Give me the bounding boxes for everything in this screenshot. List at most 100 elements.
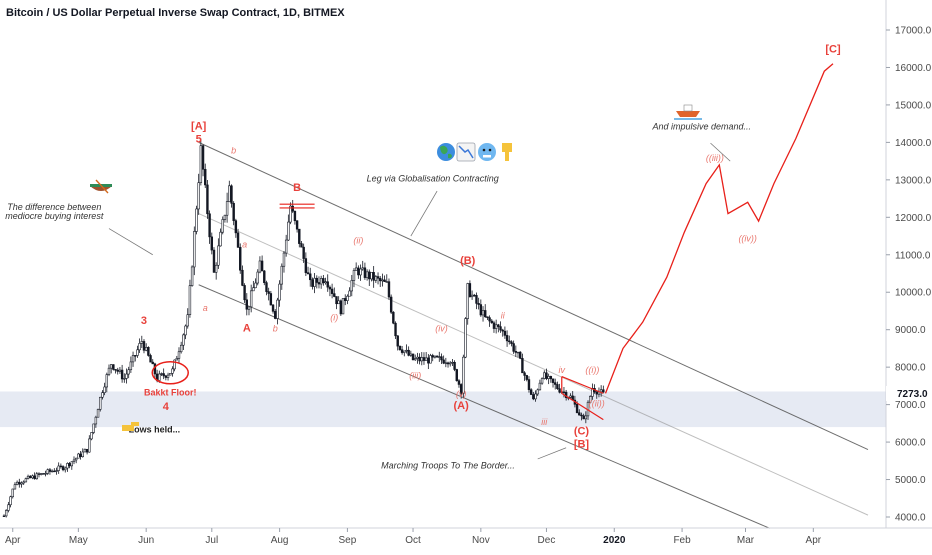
price-tick-label: 15000.0	[895, 100, 932, 111]
candle	[374, 274, 378, 283]
time-axis[interactable]: Apr May Jun Jul Aug Sep Oct Nov Dec 2020 Feb Mar Apr	[5, 528, 822, 546]
note-text: Marching Troops To The Border...	[381, 460, 515, 470]
candle	[333, 287, 336, 298]
candle	[149, 353, 152, 363]
price-axis[interactable]: 17000.0 16000.0 15000.0 14000.0 13000.0 12000…	[886, 26, 932, 524]
candle	[462, 354, 465, 398]
candle	[144, 343, 148, 352]
candle	[389, 294, 393, 314]
candle	[309, 267, 312, 287]
candle	[274, 309, 277, 320]
time-tick-label: Sep	[339, 535, 357, 546]
wave-label: 5	[196, 133, 202, 145]
candle	[551, 378, 555, 388]
candle	[569, 393, 572, 399]
candle	[558, 383, 561, 394]
candle	[512, 340, 515, 354]
candle	[405, 344, 408, 354]
candle	[514, 345, 518, 357]
candle	[109, 364, 113, 374]
candle	[188, 279, 192, 318]
candle	[101, 390, 104, 400]
candle	[357, 265, 360, 279]
candle	[125, 368, 128, 384]
candle	[433, 355, 437, 359]
candle	[582, 413, 585, 420]
candle	[31, 474, 34, 480]
candle	[295, 220, 299, 233]
candle	[484, 304, 487, 318]
candle	[494, 319, 498, 334]
candle	[96, 408, 100, 418]
candle	[540, 377, 544, 385]
candle	[208, 210, 211, 244]
candle	[427, 354, 430, 370]
candle	[70, 461, 74, 470]
candle	[92, 423, 95, 435]
wave-label: 3	[141, 315, 147, 327]
candle	[319, 275, 323, 289]
candle	[74, 457, 78, 464]
wave-label: B	[293, 182, 301, 194]
candle	[241, 265, 244, 287]
candle	[396, 335, 399, 351]
candle-series	[2, 138, 605, 518]
candle	[81, 448, 84, 458]
candle	[169, 373, 172, 376]
price-tick-label: 14000.0	[895, 138, 932, 149]
candle	[107, 364, 111, 377]
speedboat-icon	[674, 104, 702, 120]
candle	[317, 276, 321, 289]
candle	[416, 352, 419, 364]
candle	[223, 214, 227, 223]
candle	[136, 345, 139, 358]
candle	[459, 383, 463, 399]
wave-label: [C]	[825, 43, 841, 55]
candle	[387, 278, 391, 300]
candle	[72, 456, 76, 465]
candle	[350, 274, 353, 297]
candle	[602, 385, 605, 394]
candle	[197, 173, 200, 215]
price-tick-label: 9000.0	[895, 325, 926, 336]
candle	[400, 346, 404, 355]
candle	[523, 371, 526, 381]
bakkt-floor-circle	[151, 361, 189, 385]
wave-label: iv	[559, 365, 566, 375]
candle	[177, 347, 181, 364]
price-tick-label: 16000.0	[895, 63, 932, 74]
candle	[206, 179, 209, 219]
time-tick-label: Nov	[472, 535, 490, 546]
candle	[490, 319, 493, 324]
price-tick-label: 11000.0	[895, 250, 931, 261]
candle	[440, 353, 443, 364]
wave-label: b	[231, 146, 236, 156]
candle	[287, 214, 290, 241]
candle	[53, 468, 56, 473]
candle	[354, 262, 358, 271]
candle	[473, 293, 476, 297]
wave-label: A	[243, 323, 251, 335]
wave-label: ((ii))	[589, 398, 605, 408]
candle	[293, 210, 297, 225]
chart-down-icon	[456, 142, 476, 162]
candle	[306, 266, 310, 275]
time-tick-label: Apr	[806, 535, 822, 546]
candle	[477, 297, 480, 310]
candle	[392, 311, 395, 325]
canoe-icon	[90, 179, 112, 194]
candle	[556, 381, 559, 390]
wave-label: (C)	[574, 426, 590, 438]
candle	[2, 514, 6, 517]
wave-label: [B]	[574, 439, 590, 451]
candle	[486, 316, 489, 320]
candle	[114, 369, 117, 374]
candle	[142, 339, 146, 354]
candle	[529, 388, 533, 395]
candle	[94, 415, 98, 428]
candle	[18, 478, 21, 488]
candle	[123, 373, 126, 383]
